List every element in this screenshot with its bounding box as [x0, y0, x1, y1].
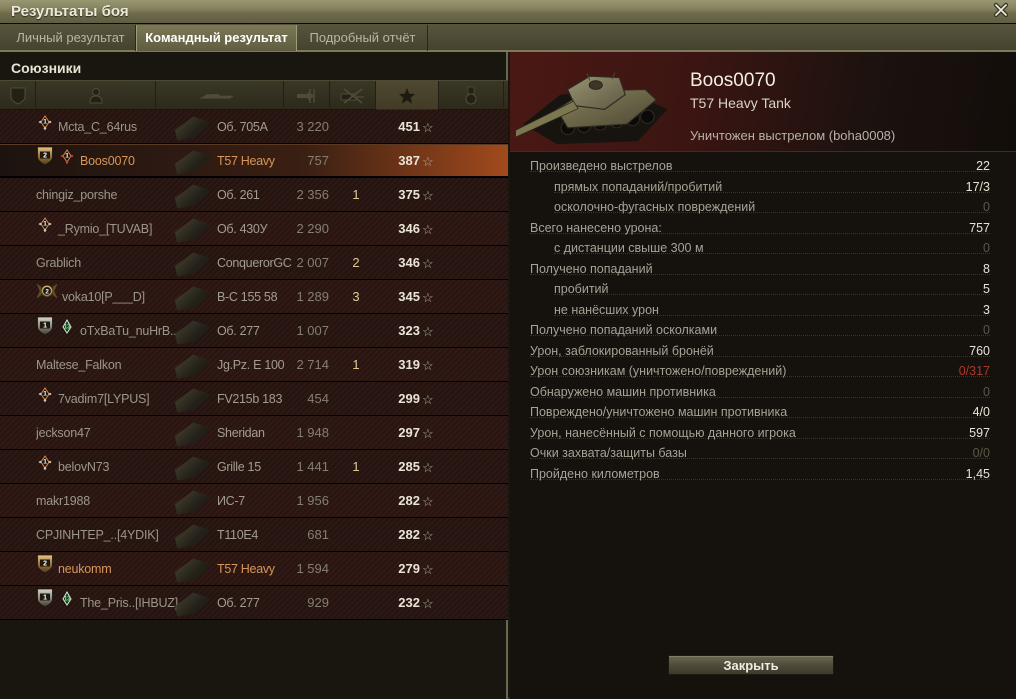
svg-text:2: 2 — [43, 560, 47, 567]
svg-text:1: 1 — [65, 152, 69, 159]
svg-text:13: 13 — [64, 324, 71, 330]
svg-text:1: 1 — [43, 322, 47, 329]
svg-text:1: 1 — [43, 390, 47, 397]
svg-text:1: 1 — [43, 118, 47, 125]
svg-text:1: 1 — [43, 594, 47, 601]
svg-text:2: 2 — [43, 152, 47, 159]
svg-text:13: 13 — [64, 596, 71, 602]
svg-text:1: 1 — [43, 220, 47, 227]
svg-text:1: 1 — [43, 458, 47, 465]
